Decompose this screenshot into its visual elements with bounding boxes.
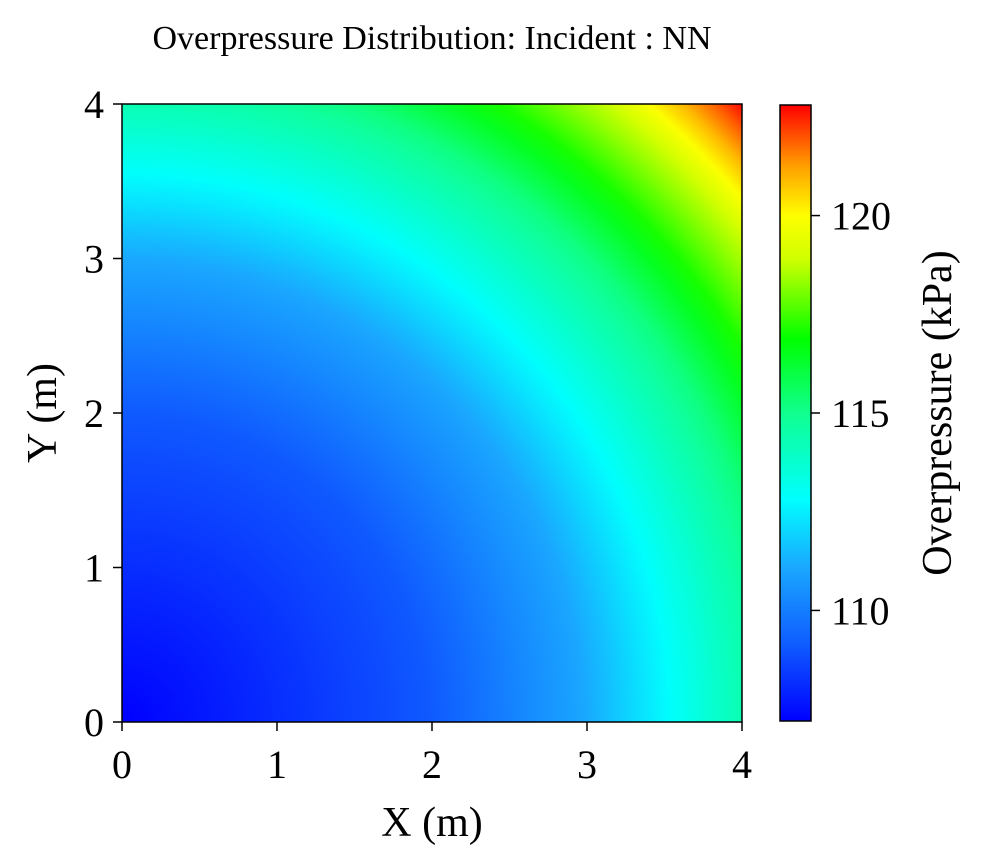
x-tick-label: 1 (267, 742, 287, 787)
colorbar-tick-label: 115 (831, 391, 890, 436)
x-tick-label: 2 (422, 742, 442, 787)
y-axis-label: Y (m) (20, 363, 66, 463)
plot-area (121, 103, 743, 723)
x-tick-label: 3 (577, 742, 597, 787)
colorbar-tick-label: 120 (831, 194, 891, 239)
x-axis-label: X (m) (381, 800, 482, 846)
colorbar-label: Overpressure (kPa) (915, 250, 961, 575)
colorbar: 110 115 120 (779, 104, 891, 722)
y-tick-label: 2 (84, 391, 104, 436)
y-axis-ticks: 0 1 2 3 4 (84, 82, 122, 745)
chart-title: Overpressure Distribution: Incident : NN (153, 20, 712, 57)
y-tick-label: 4 (84, 82, 104, 127)
y-tick-label: 1 (84, 546, 104, 591)
colorbar-ticks: 110 115 120 (811, 194, 891, 633)
colorbar-tick-label: 110 (831, 588, 890, 633)
y-tick-label: 0 (84, 700, 104, 745)
y-tick-label: 3 (84, 237, 104, 282)
x-tick-label: 0 (112, 742, 132, 787)
colorbar-fill (780, 105, 811, 721)
x-axis-ticks: 0 1 2 3 4 (112, 722, 752, 787)
heatmap-field (122, 104, 742, 722)
x-tick-label: 4 (732, 742, 752, 787)
